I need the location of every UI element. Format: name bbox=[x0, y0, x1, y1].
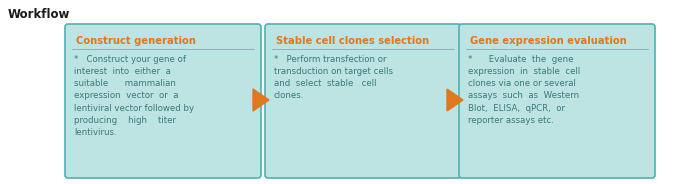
FancyBboxPatch shape bbox=[65, 24, 261, 178]
Text: *   Construct your gene of
interest  into  either  a
suitable      mammalian
exp: * Construct your gene of interest into e… bbox=[74, 55, 194, 137]
Polygon shape bbox=[447, 89, 463, 111]
FancyBboxPatch shape bbox=[265, 24, 461, 178]
Text: Stable cell clones selection: Stable cell clones selection bbox=[276, 36, 429, 46]
Text: Gene expression evaluation: Gene expression evaluation bbox=[470, 36, 627, 46]
FancyBboxPatch shape bbox=[459, 24, 655, 178]
Polygon shape bbox=[253, 89, 269, 111]
Text: Workflow: Workflow bbox=[8, 8, 70, 20]
Text: Construct generation: Construct generation bbox=[76, 36, 196, 46]
Text: *      Evaluate  the  gene
expression  in  stable  cell
clones via one or severa: * Evaluate the gene expression in stable… bbox=[468, 55, 580, 125]
Text: *   Perform transfection or
transduction on target cells
and  select  stable   c: * Perform transfection or transduction o… bbox=[274, 55, 393, 100]
